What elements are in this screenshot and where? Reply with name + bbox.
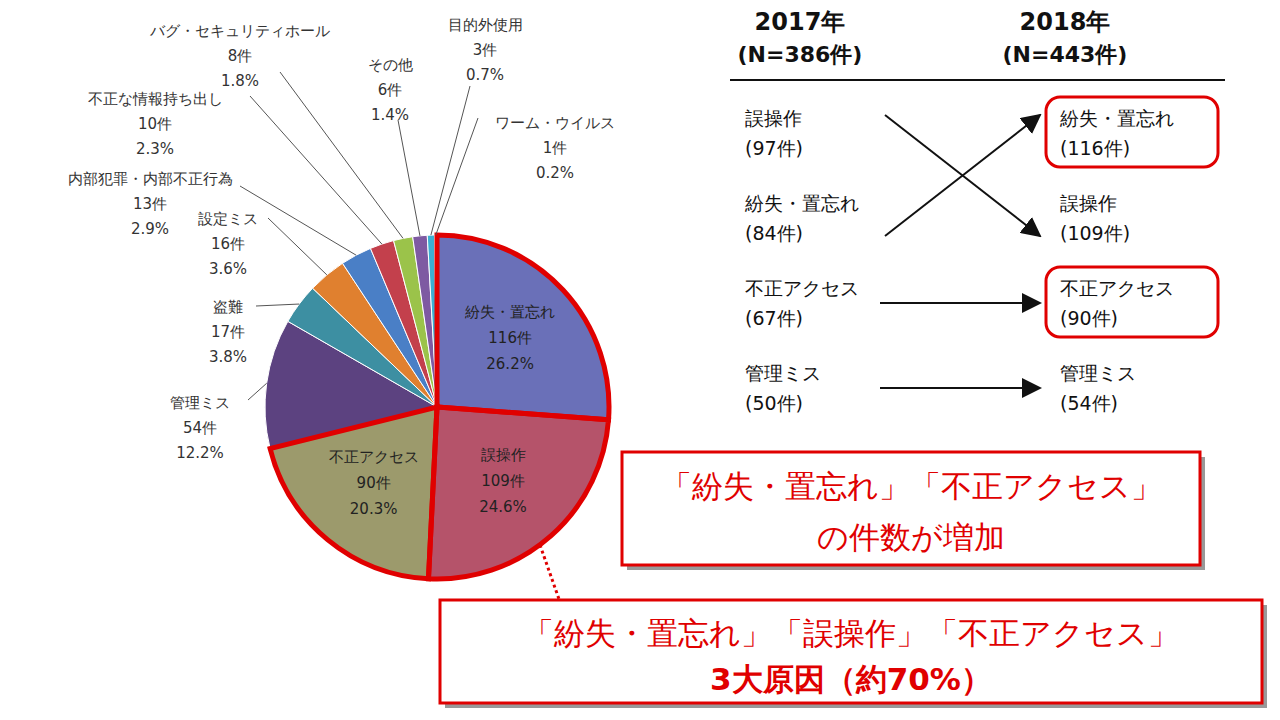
svg-text:2.3%: 2.3% [136, 140, 174, 158]
svg-text:不正アクセス: 不正アクセス [745, 277, 859, 299]
svg-text:26.2%: 26.2% [486, 355, 534, 373]
svg-text:内部犯罪・内部不正行為: 内部犯罪・内部不正行為 [68, 170, 233, 188]
svg-text:「紛失・置忘れ」「不正アクセス」: 「紛失・置忘れ」「不正アクセス」 [661, 468, 1162, 504]
svg-text:54件: 54件 [183, 419, 217, 437]
svg-text:紛失・置忘れ: 紛失・置忘れ [744, 192, 859, 214]
svg-text:1件: 1件 [543, 139, 568, 157]
svg-text:(67件): (67件) [745, 307, 803, 329]
svg-text:設定ミス: 設定ミス [198, 210, 258, 228]
svg-text:管理ミス: 管理ミス [1060, 362, 1136, 384]
svg-text:90件: 90件 [357, 474, 391, 492]
svg-text:10件: 10件 [138, 115, 172, 133]
svg-text:0.7%: 0.7% [466, 66, 504, 84]
svg-text:20.3%: 20.3% [350, 500, 398, 518]
svg-text:盗難: 盗難 [213, 298, 243, 316]
svg-text:不正アクセス: 不正アクセス [1060, 277, 1174, 299]
svg-text:紛失・置忘れ: 紛失・置忘れ [1059, 107, 1174, 129]
svg-text:1.4%: 1.4% [371, 106, 409, 124]
svg-text:(109件): (109件) [1060, 222, 1130, 244]
svg-text:8件: 8件 [228, 47, 253, 65]
svg-text:ワーム・ウイルス: ワーム・ウイルス [495, 114, 615, 132]
svg-text:13件: 13件 [133, 195, 167, 213]
svg-text:不正な情報持ち出し: 不正な情報持ち出し [88, 90, 223, 108]
svg-text:2018年: 2018年 [1020, 8, 1111, 36]
svg-text:3件: 3件 [473, 41, 498, 59]
svg-text:16件: 16件 [211, 235, 245, 253]
svg-text:(90件): (90件) [1060, 307, 1118, 329]
svg-text:目的外使用: 目的外使用 [448, 16, 523, 34]
svg-text:の件数が増加: の件数が増加 [817, 519, 1005, 555]
svg-text:24.6%: 24.6% [479, 498, 527, 516]
svg-text:紛失・置忘れ: 紛失・置忘れ [464, 303, 555, 321]
svg-text:その他: その他 [368, 56, 413, 74]
svg-text:2017年: 2017年 [755, 8, 846, 36]
svg-text:(84件): (84件) [745, 222, 803, 244]
svg-text:2.9%: 2.9% [131, 220, 169, 238]
svg-text:17件: 17件 [211, 323, 245, 341]
svg-text:(N=386件): (N=386件) [738, 42, 863, 67]
svg-text:誤操作: 誤操作 [1060, 192, 1117, 214]
svg-text:0.2%: 0.2% [536, 164, 574, 182]
svg-text:バグ・セキュリティホール: バグ・セキュリティホール [149, 22, 330, 40]
svg-text:3大原因（約70%）: 3大原因（約70%） [710, 661, 992, 697]
svg-text:管理ミス: 管理ミス [170, 394, 230, 412]
svg-text:3.6%: 3.6% [209, 260, 247, 278]
svg-text:12.2%: 12.2% [176, 444, 224, 462]
svg-text:「紛失・置忘れ」「誤操作」「不正アクセス」: 「紛失・置忘れ」「誤操作」「不正アクセス」 [523, 615, 1179, 651]
svg-text:3.8%: 3.8% [209, 348, 247, 366]
svg-text:1.8%: 1.8% [221, 72, 259, 90]
svg-text:誤操作: 誤操作 [745, 107, 802, 129]
svg-text:6件: 6件 [378, 81, 403, 99]
svg-text:109件: 109件 [481, 472, 525, 490]
svg-text:不正アクセス: 不正アクセス [329, 448, 419, 466]
svg-text:(54件): (54件) [1060, 392, 1118, 414]
svg-text:(116件): (116件) [1060, 137, 1130, 159]
svg-text:管理ミス: 管理ミス [745, 362, 821, 384]
svg-text:116件: 116件 [488, 329, 532, 347]
svg-text:(N=443件): (N=443件) [1003, 42, 1128, 67]
svg-text:(97件): (97件) [745, 137, 803, 159]
svg-text:誤操作: 誤操作 [481, 446, 526, 464]
svg-text:(50件): (50件) [745, 392, 803, 414]
